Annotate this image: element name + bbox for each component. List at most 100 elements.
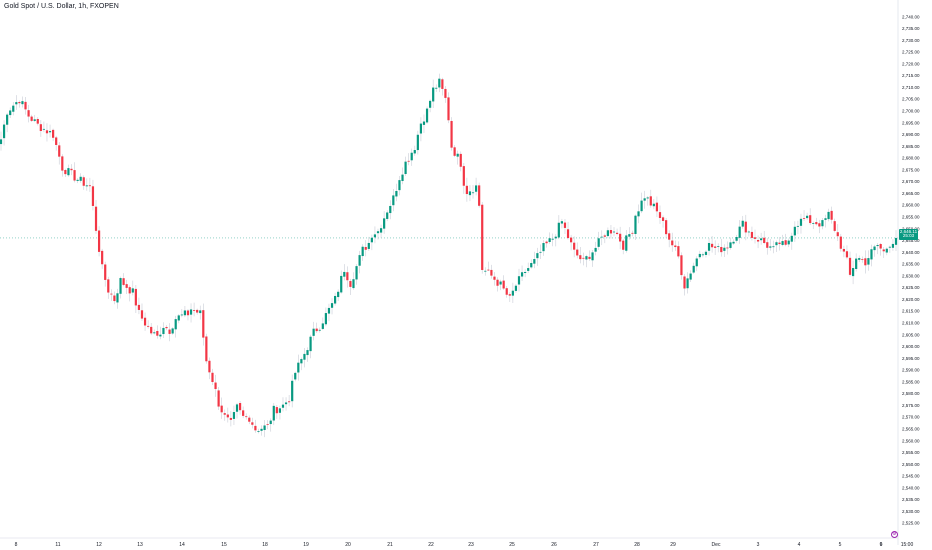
x-tick-label: 26 (551, 542, 557, 548)
candle-body (150, 326, 153, 334)
candle (107, 276, 110, 299)
candle-body (573, 242, 576, 250)
candle-body (570, 237, 573, 243)
candle (833, 218, 836, 233)
candle-body (361, 246, 364, 257)
candle-body (821, 220, 824, 227)
candle-body (281, 404, 285, 408)
candle-body (309, 336, 312, 352)
x-tick-label: 15 (221, 542, 227, 548)
candle (349, 278, 352, 295)
candle-body (760, 238, 763, 241)
candle (186, 309, 190, 321)
candle-body (226, 414, 229, 418)
candle (600, 230, 603, 246)
candle-body (802, 218, 806, 219)
x-tick-label: 18 (262, 542, 268, 548)
candle-body (790, 235, 793, 242)
y-tick-label: 2,580.00 (902, 391, 920, 396)
candle (637, 204, 640, 224)
candle (456, 150, 459, 165)
y-tick-label: 2,670.00 (902, 179, 920, 184)
candle-body (873, 246, 876, 251)
candle-body (379, 228, 383, 233)
candle-body (153, 332, 156, 334)
candle-body (612, 231, 616, 233)
candle-body (42, 128, 46, 130)
candle-body (858, 258, 861, 260)
candle-body (61, 156, 64, 171)
candle (281, 397, 285, 412)
y-tick-label: 2,590.00 (902, 368, 920, 373)
x-tick-label: 9 (880, 542, 883, 548)
candle (358, 250, 361, 274)
candle (389, 200, 392, 220)
candle-body (649, 196, 652, 206)
candle (202, 303, 205, 346)
candle-body (306, 350, 309, 356)
candle-body (655, 202, 659, 212)
candle-body (493, 276, 496, 280)
y-tick-label: 2,585.00 (902, 379, 920, 384)
candle (615, 228, 619, 236)
candle-body (714, 246, 717, 248)
candle (830, 206, 833, 224)
candle (288, 395, 291, 407)
candle (297, 354, 300, 381)
candle-body (447, 97, 450, 121)
candle-body (122, 278, 125, 285)
candle-body (183, 310, 187, 316)
candle-body (401, 174, 404, 182)
candle (756, 235, 760, 249)
y-tick-label: 2,700.00 (902, 109, 920, 114)
candle (340, 270, 343, 294)
candle-body (787, 240, 790, 245)
candle-body (137, 304, 141, 310)
candle (110, 289, 113, 301)
candle-body (530, 262, 533, 268)
candle (867, 250, 870, 271)
candle-body (235, 404, 239, 412)
candle (542, 240, 545, 256)
candle (704, 250, 708, 258)
candle-body (269, 420, 272, 425)
candle (530, 259, 533, 269)
candle-body (410, 152, 413, 161)
candle-body (861, 258, 864, 260)
candle-body (625, 235, 628, 251)
candle-body (220, 405, 223, 413)
candle-body (839, 236, 842, 249)
candle (147, 320, 150, 329)
candle (61, 154, 64, 177)
candle-body (12, 105, 15, 112)
candle-body (735, 237, 738, 241)
candle-body (134, 288, 137, 306)
candle-body (517, 276, 521, 285)
candle-body (487, 269, 490, 271)
candle-body (514, 285, 518, 291)
candle (582, 252, 585, 266)
candle-body (588, 256, 591, 259)
y-tick-label: 2,690.00 (902, 132, 920, 137)
candle (303, 348, 306, 368)
candle (76, 178, 79, 184)
gear-icon[interactable]: ⚙ (891, 531, 898, 538)
candle (275, 405, 278, 419)
candle (383, 211, 386, 234)
candle-body (131, 288, 134, 293)
candle (554, 234, 557, 247)
candle-body (563, 222, 567, 228)
candle (750, 226, 754, 241)
candle (573, 236, 576, 258)
candle (735, 234, 738, 243)
candle-body (333, 295, 337, 304)
candle-body (778, 242, 781, 245)
candle (769, 238, 772, 251)
candle-body (27, 110, 30, 117)
candle (763, 230, 766, 245)
candle (661, 215, 665, 228)
candle-body (824, 218, 827, 220)
candle (180, 309, 183, 318)
candle-body (254, 425, 257, 431)
